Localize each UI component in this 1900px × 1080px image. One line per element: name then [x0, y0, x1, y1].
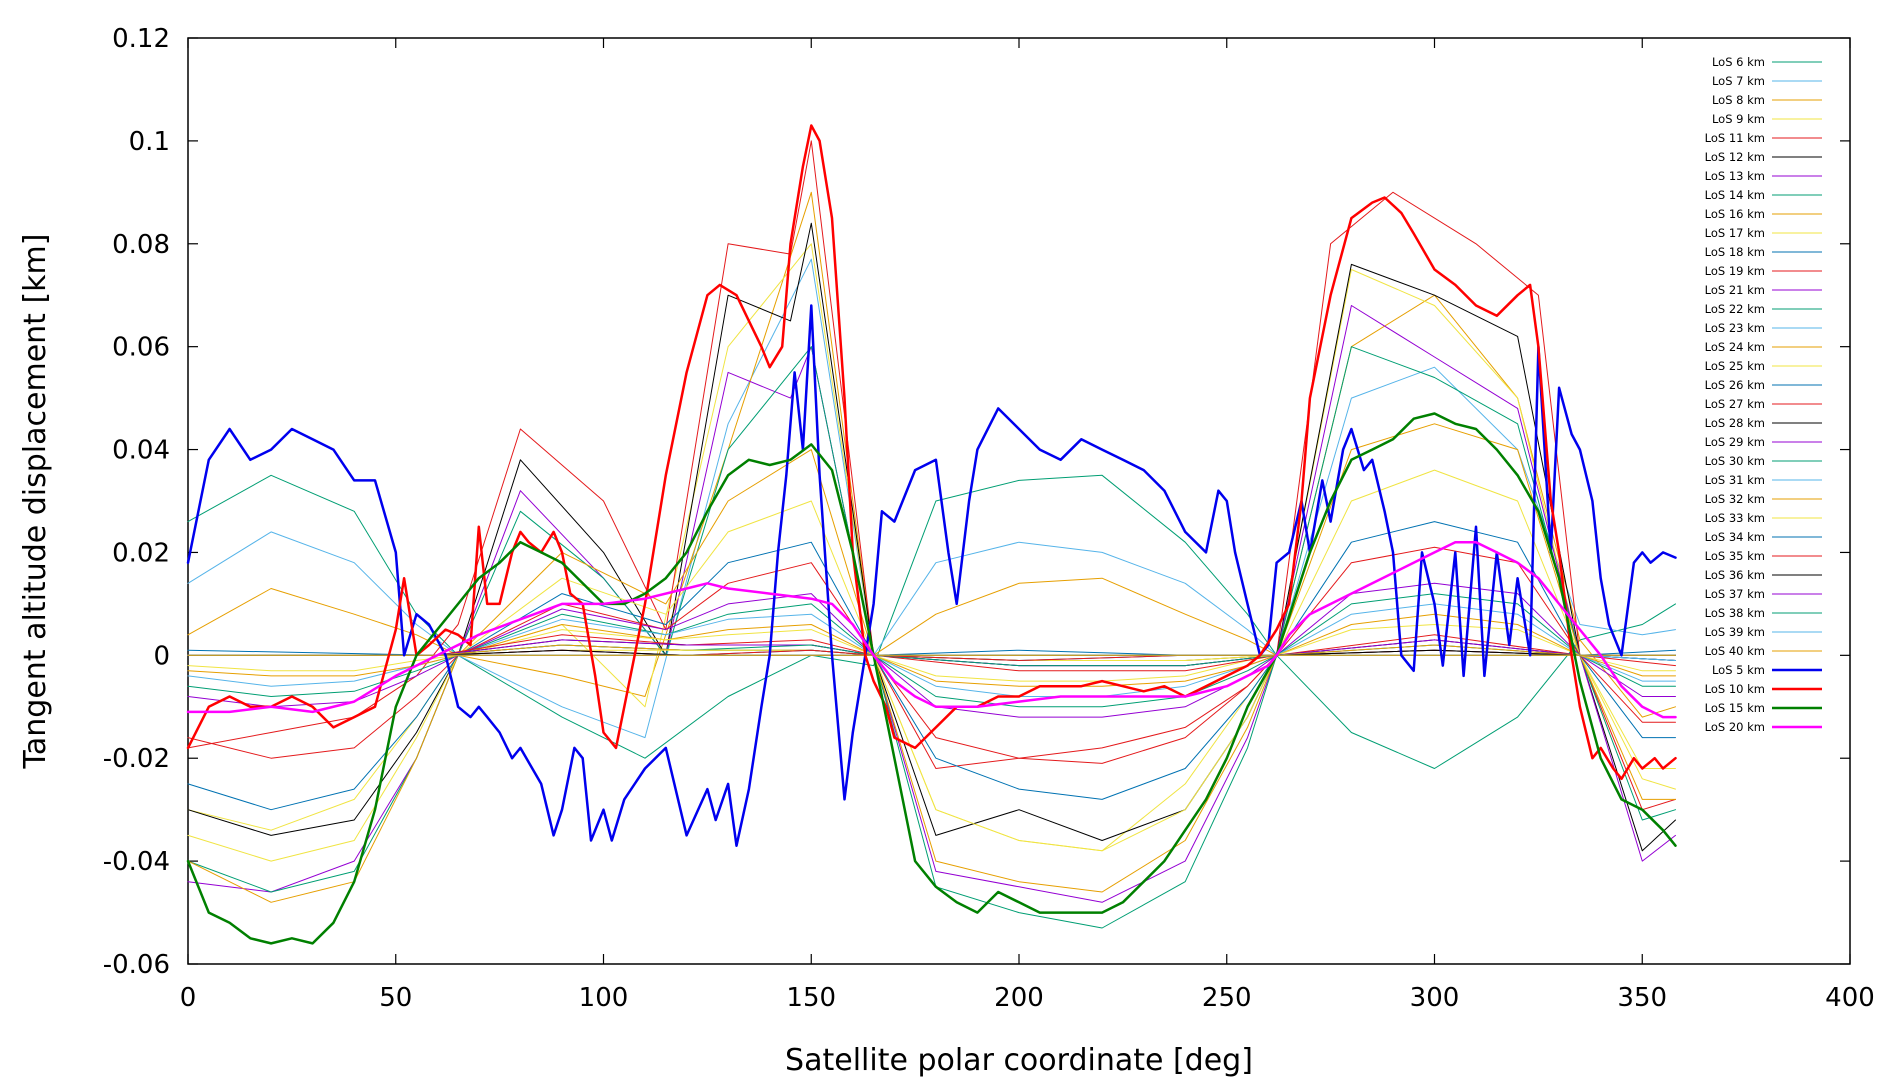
legend-label: LoS 34 km: [1705, 530, 1765, 544]
legend-label: LoS 5 km: [1712, 663, 1765, 677]
legend-label: LoS 25 km: [1705, 359, 1765, 373]
y-tick-label: -0.06: [103, 950, 170, 980]
x-tick-label: 50: [379, 983, 412, 1013]
x-tick-label: 250: [1202, 983, 1252, 1013]
legend-label: LoS 39 km: [1705, 625, 1765, 639]
legend-label: LoS 32 km: [1705, 492, 1765, 506]
legend-label: LoS 31 km: [1705, 473, 1765, 487]
legend-label: LoS 6 km: [1712, 55, 1765, 69]
legend-label: LoS 18 km: [1705, 245, 1765, 259]
x-tick-label: 150: [786, 983, 836, 1013]
x-axis-title: Satellite polar coordinate [deg]: [785, 1043, 1253, 1078]
legend-label: LoS 11 km: [1705, 131, 1765, 145]
series-line-los-17-km: [187, 469, 1676, 862]
legend-label: LoS 33 km: [1705, 511, 1765, 525]
x-tick-label: 350: [1617, 983, 1667, 1013]
x-tick-label: 200: [994, 983, 1044, 1013]
legend-label: LoS 14 km: [1705, 188, 1765, 202]
legend-label: LoS 16 km: [1705, 207, 1765, 221]
series-line-los-5-km: [186, 304, 1677, 847]
y-tick-label: -0.04: [103, 847, 170, 877]
x-tick-label: 0: [180, 983, 197, 1013]
y-tick-label: 0.02: [112, 538, 170, 568]
y-tick-label: 0.04: [112, 436, 170, 466]
y-tick-label: 0.06: [112, 333, 170, 363]
y-tick-label: 0.12: [112, 24, 170, 54]
legend: LoS 6 km LoS 7 km LoS 8 km LoS 9 km LoS 11 k…: [1705, 55, 1822, 734]
series-line-los-20-km: [186, 540, 1677, 719]
legend-label: LoS 24 km: [1705, 340, 1765, 354]
x-tick-label: 400: [1825, 983, 1875, 1013]
plot-area: [187, 37, 1851, 965]
legend-label: LoS 20 km: [1705, 720, 1765, 734]
legend-label: LoS 10 km: [1705, 682, 1765, 696]
legend-label: LoS 15 km: [1705, 701, 1765, 715]
series-line-los-16-km: [187, 423, 1676, 903]
legend-label: LoS 19 km: [1705, 264, 1765, 278]
legend-label: LoS 7 km: [1712, 74, 1765, 88]
x-tick-label: 100: [579, 983, 629, 1013]
legend-label: LoS 36 km: [1705, 568, 1765, 582]
legend-label: LoS 29 km: [1705, 435, 1765, 449]
legend-label: LoS 9 km: [1712, 112, 1765, 126]
series-line-los-8-km: [187, 191, 1676, 718]
legend-label: LoS 8 km: [1712, 93, 1765, 107]
legend-label: LoS 12 km: [1705, 150, 1765, 164]
series-line-los-6-km: [187, 474, 1676, 769]
x-tick-label: 300: [1410, 983, 1460, 1013]
legend-label: LoS 23 km: [1705, 321, 1765, 335]
legend-label: LoS 37 km: [1705, 587, 1765, 601]
y-tick-label: 0.08: [112, 230, 170, 260]
legend-label: LoS 26 km: [1705, 378, 1765, 392]
y-axis-title: Tangent altitude displacement [km]: [18, 234, 53, 770]
legend-label: LoS 35 km: [1705, 549, 1765, 563]
series-line-los-25-km: [187, 624, 1676, 682]
series-line-los-22-km: [187, 593, 1676, 708]
series-line-los-21-km: [187, 582, 1676, 718]
legend-label: LoS 21 km: [1705, 283, 1765, 297]
y-tick-labels: -0.06 -0.04 -0.02 0 0.02 0.04 0.06 0.08 0.1 0.12: [103, 24, 170, 980]
series-line-los-27-km: [187, 634, 1676, 672]
legend-label: LoS 17 km: [1705, 226, 1765, 240]
legend-label: LoS 38 km: [1705, 606, 1765, 620]
legend-label: LoS 13 km: [1705, 169, 1765, 183]
series-lines: [186, 124, 1677, 945]
legend-label: LoS 22 km: [1705, 302, 1765, 316]
series-line-los-24-km: [187, 613, 1676, 687]
y-tick-label: 0.1: [129, 127, 170, 157]
y-tick-label: 0: [153, 641, 170, 671]
series-line-los-19-km: [187, 546, 1676, 764]
x-tick-labels: 0 50 100 150 200 250 300 350 400: [180, 983, 1875, 1013]
series-line-los-10-km: [186, 124, 1677, 781]
series-line-los-15-km: [186, 412, 1677, 945]
y-tick-label: -0.02: [103, 744, 170, 774]
legend-label: LoS 30 km: [1705, 454, 1765, 468]
legend-label: LoS 40 km: [1705, 644, 1765, 658]
legend-label: LoS 28 km: [1705, 416, 1765, 430]
legend-label: LoS 27 km: [1705, 397, 1765, 411]
series-line-los-11-km: [187, 140, 1676, 811]
